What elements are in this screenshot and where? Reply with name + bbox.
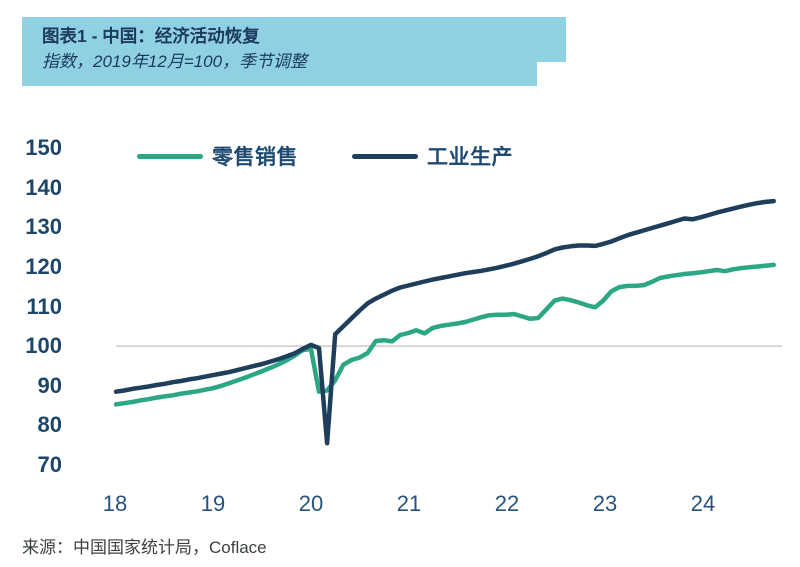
industrial-line-swatch <box>352 153 418 159</box>
chart-title: 图表1 - 中国：经济活动恢复 <box>42 26 260 46</box>
legend-item-industrial: 工业生产 <box>352 143 513 169</box>
y-tick-label: 150 <box>25 135 62 160</box>
legend-label-industrial: 工业生产 <box>427 146 513 169</box>
y-tick-label: 90 <box>37 372 62 398</box>
source-note: 来源：中国国家统计局，Coflace <box>22 538 267 557</box>
y-tick-label: 110 <box>26 293 63 319</box>
y-tick-label: 130 <box>25 214 62 240</box>
header-accent-block <box>537 17 566 62</box>
y-tick-label: 120 <box>25 253 62 279</box>
legend-label-retail: 零售销售 <box>212 146 298 169</box>
legend-item-retail: 零售销售 <box>137 143 298 169</box>
y-tick-label: 100 <box>25 333 62 359</box>
y-tick-label: 140 <box>25 174 62 200</box>
y-tick-label: 80 <box>37 412 62 438</box>
chart-header: 图表1 - 中国：经济活动恢复 指数，2019年12月=100，季节调整 <box>22 17 537 86</box>
chart-subtitle: 指数，2019年12月=100，季节调整 <box>42 52 308 71</box>
series-line-industrial <box>113 198 776 446</box>
y-axis: 70 80 90 100 110 120 130 140 150 <box>0 0 62 567</box>
chart-canvas <box>113 198 782 446</box>
series-line-retail <box>113 262 776 407</box>
retail-line-swatch <box>137 153 203 159</box>
y-tick-label: 70 <box>37 452 62 477</box>
